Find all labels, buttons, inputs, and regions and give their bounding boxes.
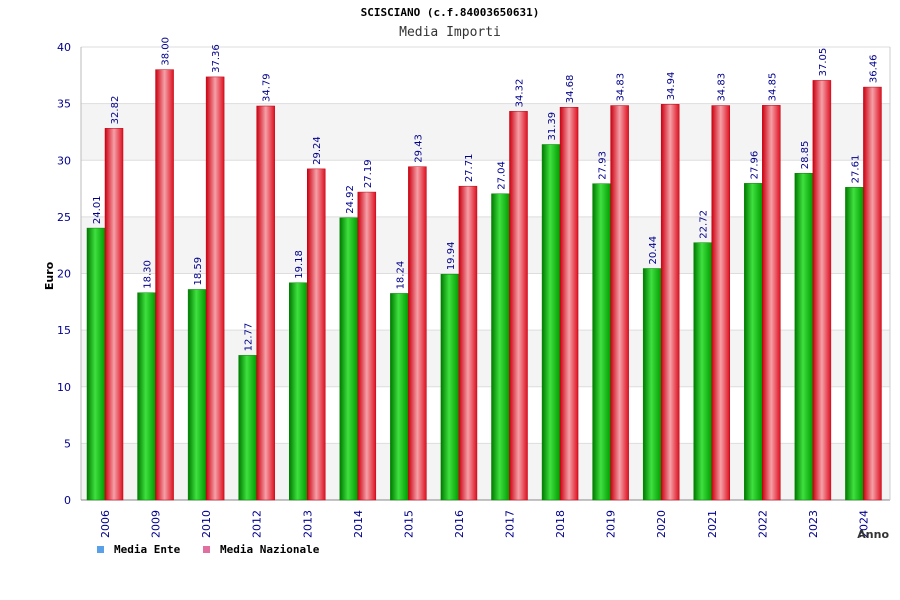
- x-axis-label: Anno: [857, 528, 889, 541]
- y-tick-label: 15: [57, 324, 71, 337]
- legend-label-nazionale: Media Nazionale: [220, 543, 320, 556]
- bar-media-nazionale: [762, 105, 781, 501]
- data-label: 18.24: [395, 261, 406, 290]
- y-tick-label: 20: [57, 268, 71, 281]
- data-label: 37.05: [818, 48, 829, 77]
- bar-media-nazionale: [610, 105, 629, 501]
- x-tick-label: 2024: [857, 510, 870, 538]
- bar-media-nazionale: [863, 86, 882, 501]
- data-label: 27.71: [464, 154, 475, 183]
- chart-title: SCISCIANO (c.f.84003650631): [360, 6, 540, 19]
- y-tick-label: 25: [57, 211, 71, 224]
- bar-media-ente: [693, 242, 712, 501]
- bar-media-ente: [187, 289, 207, 501]
- data-label: 18.59: [193, 257, 204, 286]
- bar-media-ente: [289, 282, 308, 501]
- data-label: 27.04: [497, 161, 508, 190]
- bar-media-nazionale: [256, 105, 275, 501]
- legend: Media Ente Media Nazionale: [97, 543, 320, 556]
- data-label: 24.01: [92, 195, 103, 224]
- data-label: 34.68: [565, 75, 576, 104]
- bar-media-nazionale: [155, 69, 174, 501]
- legend-swatch-nazionale: [203, 546, 210, 553]
- bar-media-nazionale: [458, 185, 478, 501]
- data-label: 27.19: [363, 159, 374, 188]
- legend-swatch-ente: [97, 546, 104, 553]
- data-label: 22.72: [699, 210, 710, 239]
- x-tick-label: 2012: [251, 510, 264, 538]
- data-label: 32.82: [110, 96, 121, 125]
- bar-media-nazionale: [357, 191, 377, 501]
- x-tick-label: 2018: [554, 510, 567, 538]
- y-tick-label: 10: [57, 381, 71, 394]
- data-label: 37.36: [211, 44, 222, 73]
- bar-media-ente: [86, 227, 106, 501]
- data-label: 12.77: [244, 323, 255, 352]
- y-tick-label: 40: [57, 41, 71, 54]
- x-tick-label: 2019: [605, 510, 618, 538]
- data-label: 29.43: [413, 134, 424, 163]
- bar-media-nazionale: [711, 105, 730, 501]
- x-tick-label: 2020: [655, 510, 668, 538]
- data-label: 36.46: [868, 54, 879, 83]
- data-label: 34.85: [767, 73, 778, 102]
- data-label: 29.24: [312, 136, 323, 165]
- data-label: 19.18: [294, 250, 305, 279]
- y-tick-label: 35: [57, 98, 71, 111]
- bar-media-ente: [339, 217, 359, 501]
- data-label: 28.85: [800, 141, 811, 170]
- x-tick-label: 2010: [200, 510, 213, 538]
- x-tick-label: 2014: [352, 510, 365, 538]
- bar-media-ente: [390, 293, 409, 501]
- bar-media-ente: [642, 268, 662, 501]
- y-tick-label: 0: [64, 494, 71, 507]
- data-label: 24.92: [345, 185, 356, 214]
- x-tick-label: 2021: [706, 510, 719, 538]
- y-tick-label: 30: [57, 154, 71, 167]
- bar-media-nazionale: [408, 166, 427, 501]
- x-tick-label: 2015: [402, 510, 415, 538]
- bar-media-ente: [238, 355, 257, 501]
- bar-media-ente: [440, 273, 460, 501]
- bar-media-ente: [137, 292, 156, 501]
- bar-media-ente: [592, 183, 611, 501]
- data-label: 31.39: [547, 112, 558, 141]
- legend-label-ente: Media Ente: [114, 543, 181, 556]
- bar-media-ente: [845, 187, 864, 501]
- bar-media-nazionale: [104, 128, 124, 501]
- bar-media-nazionale: [307, 168, 326, 501]
- bar-media-ente: [744, 183, 763, 501]
- data-label: 34.83: [717, 73, 728, 102]
- data-label: 19.94: [446, 242, 457, 271]
- data-label: 18.30: [143, 260, 154, 289]
- y-tick-label: 5: [64, 437, 71, 450]
- data-label: 34.83: [616, 73, 627, 102]
- x-tick-label: 2022: [756, 510, 769, 538]
- data-label: 20.44: [648, 236, 659, 265]
- bar-media-ente: [541, 144, 561, 501]
- bar-media-nazionale: [812, 80, 832, 501]
- chart-subtitle: Media Importi: [399, 25, 501, 40]
- x-tick-label: 2023: [807, 510, 820, 538]
- x-tick-label: 2017: [504, 510, 517, 538]
- bar-media-nazionale: [205, 76, 225, 501]
- data-label: 34.79: [262, 73, 273, 102]
- data-label: 38.00: [161, 37, 172, 66]
- x-tick-label: 2009: [150, 510, 163, 538]
- data-label: 27.61: [850, 155, 861, 184]
- y-axis-label: Euro: [43, 261, 56, 290]
- bar-media-nazionale: [559, 106, 579, 501]
- bar-media-nazionale: [660, 104, 680, 501]
- bar-media-ente: [794, 173, 814, 501]
- data-label: 27.93: [598, 151, 609, 180]
- bar-media-ente: [491, 193, 510, 501]
- data-label: 27.96: [749, 151, 760, 180]
- data-label: 34.32: [515, 79, 526, 108]
- bar-media-nazionale: [509, 111, 528, 501]
- data-label: 34.94: [666, 72, 677, 101]
- x-tick-label: 2013: [301, 510, 314, 538]
- x-tick-label: 2006: [99, 510, 112, 538]
- x-tick-label: 2016: [453, 510, 466, 538]
